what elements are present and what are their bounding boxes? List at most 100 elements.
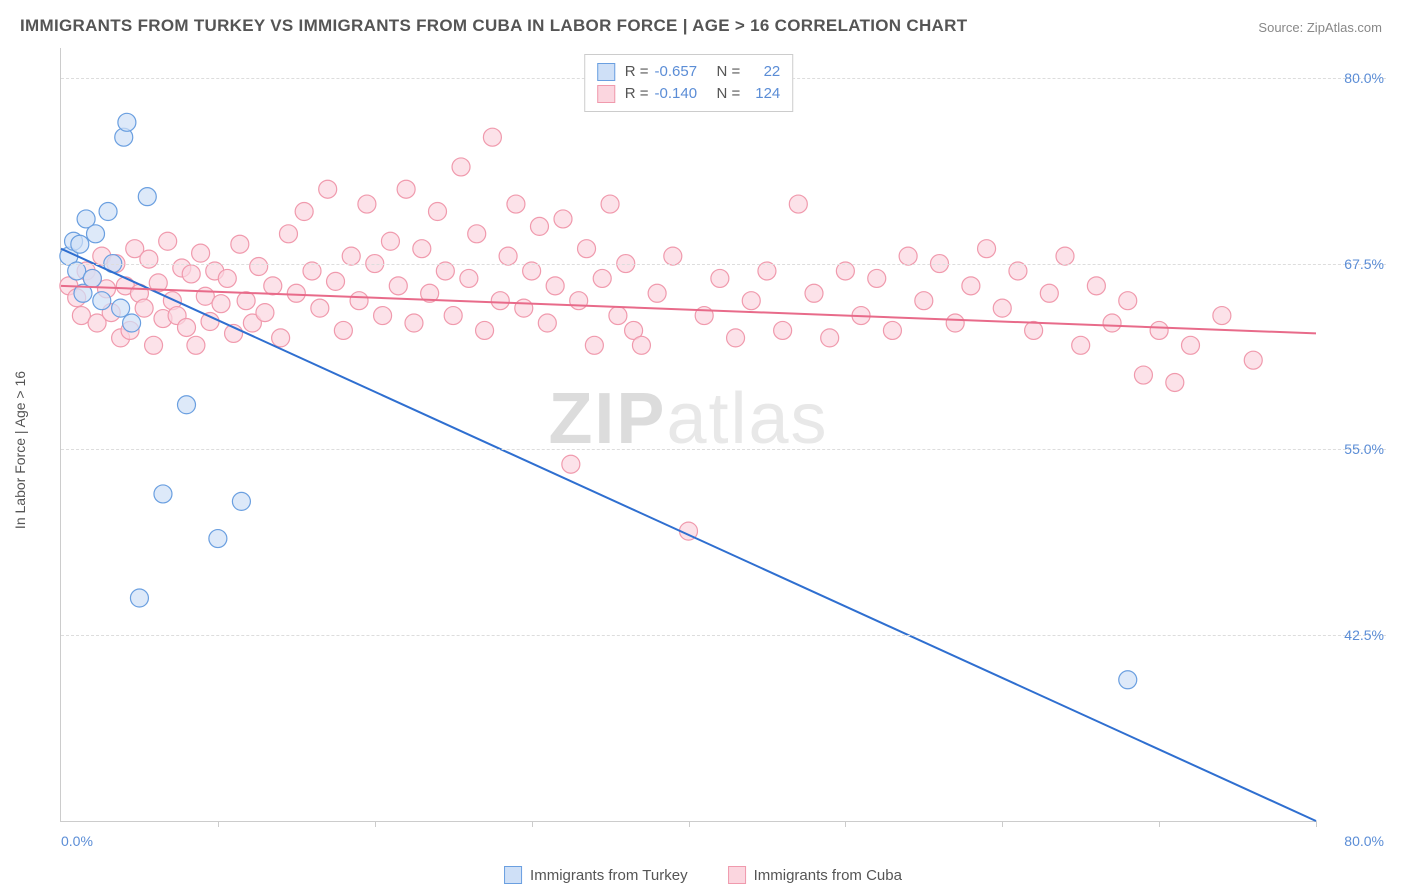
scatter-point bbox=[192, 244, 210, 262]
grid-line bbox=[61, 449, 1386, 450]
legend-swatch-turkey bbox=[504, 866, 522, 884]
legend-label-cuba: Immigrants from Cuba bbox=[754, 867, 902, 884]
regression-line bbox=[61, 249, 1316, 821]
x-axis-start-label: 0.0% bbox=[61, 833, 93, 849]
scatter-point bbox=[460, 269, 478, 287]
scatter-point bbox=[491, 292, 509, 310]
scatter-point bbox=[546, 277, 564, 295]
x-tick bbox=[1002, 821, 1003, 827]
scatter-point bbox=[570, 292, 588, 310]
scatter-point bbox=[135, 299, 153, 317]
scatter-point bbox=[334, 321, 352, 339]
y-tick-label: 55.0% bbox=[1344, 441, 1384, 457]
scatter-point bbox=[758, 262, 776, 280]
scatter-point bbox=[538, 314, 556, 332]
legend-row-turkey: R = -0.657 N = 22 bbox=[597, 61, 781, 83]
scatter-point bbox=[1009, 262, 1027, 280]
scatter-point bbox=[789, 195, 807, 213]
scatter-point bbox=[774, 321, 792, 339]
source-link[interactable]: ZipAtlas.com bbox=[1307, 20, 1382, 35]
y-tick-label: 67.5% bbox=[1344, 256, 1384, 272]
scatter-point bbox=[593, 269, 611, 287]
scatter-point bbox=[413, 240, 431, 258]
series-legend: Immigrants from Turkey Immigrants from C… bbox=[504, 866, 902, 884]
scatter-point bbox=[609, 307, 627, 325]
x-tick bbox=[689, 821, 690, 827]
chart-title: IMMIGRANTS FROM TURKEY VS IMMIGRANTS FRO… bbox=[20, 16, 967, 36]
scatter-point bbox=[1166, 373, 1184, 391]
scatter-point bbox=[182, 265, 200, 283]
scatter-point bbox=[664, 247, 682, 265]
scatter-point bbox=[250, 258, 268, 276]
scatter-point bbox=[978, 240, 996, 258]
scatter-point bbox=[476, 321, 494, 339]
grid-line bbox=[61, 635, 1386, 636]
scatter-point bbox=[1056, 247, 1074, 265]
legend-item-cuba: Immigrants from Cuba bbox=[728, 866, 902, 884]
scatter-point bbox=[429, 203, 447, 221]
source-attribution: Source: ZipAtlas.com bbox=[1258, 20, 1382, 35]
scatter-point bbox=[237, 292, 255, 310]
scatter-point bbox=[1103, 314, 1121, 332]
scatter-point bbox=[178, 396, 196, 414]
scatter-point bbox=[530, 217, 548, 235]
scatter-point bbox=[883, 321, 901, 339]
scatter-point bbox=[742, 292, 760, 310]
legend-swatch-cuba bbox=[597, 85, 615, 103]
scatter-point bbox=[993, 299, 1011, 317]
scatter-point bbox=[554, 210, 572, 228]
x-tick bbox=[375, 821, 376, 827]
scatter-point bbox=[256, 304, 274, 322]
scatter-point bbox=[1119, 292, 1137, 310]
scatter-point bbox=[962, 277, 980, 295]
plot-area: ZIPatlas R = -0.657 N = 22 R = -0.140 N … bbox=[60, 48, 1316, 822]
scatter-point bbox=[1087, 277, 1105, 295]
scatter-point bbox=[140, 250, 158, 268]
scatter-point bbox=[187, 336, 205, 354]
x-tick bbox=[1316, 821, 1317, 827]
chart-container: In Labor Force | Age > 16 ZIPatlas R = -… bbox=[50, 48, 1386, 852]
scatter-point bbox=[212, 295, 230, 313]
x-tick bbox=[218, 821, 219, 827]
scatter-point bbox=[468, 225, 486, 243]
scatter-point bbox=[1134, 366, 1152, 384]
grid-line bbox=[61, 264, 1386, 265]
scatter-point bbox=[327, 272, 345, 290]
scatter-point bbox=[99, 203, 117, 221]
scatter-point bbox=[483, 128, 501, 146]
y-tick-label: 80.0% bbox=[1344, 70, 1384, 86]
scatter-point bbox=[279, 225, 297, 243]
x-tick bbox=[845, 821, 846, 827]
n-label: N = bbox=[717, 61, 741, 83]
scatter-point bbox=[350, 292, 368, 310]
legend-row-cuba: R = -0.140 N = 124 bbox=[597, 83, 781, 105]
x-tick bbox=[532, 821, 533, 827]
scatter-point bbox=[358, 195, 376, 213]
scatter-point bbox=[499, 247, 517, 265]
scatter-point bbox=[1025, 321, 1043, 339]
scatter-point bbox=[444, 307, 462, 325]
scatter-point bbox=[201, 313, 219, 331]
r-label: R = bbox=[625, 83, 649, 105]
scatter-point bbox=[711, 269, 729, 287]
y-tick-label: 42.5% bbox=[1344, 627, 1384, 643]
scatter-svg bbox=[61, 48, 1316, 821]
scatter-point bbox=[218, 269, 236, 287]
scatter-point bbox=[397, 180, 415, 198]
scatter-point bbox=[632, 336, 650, 354]
scatter-point bbox=[915, 292, 933, 310]
scatter-point bbox=[868, 269, 886, 287]
scatter-point bbox=[93, 292, 111, 310]
scatter-point bbox=[405, 314, 423, 332]
legend-label-turkey: Immigrants from Turkey bbox=[530, 867, 688, 884]
scatter-point bbox=[295, 203, 313, 221]
scatter-point bbox=[585, 336, 603, 354]
scatter-point bbox=[821, 329, 839, 347]
scatter-point bbox=[118, 113, 136, 131]
scatter-point bbox=[578, 240, 596, 258]
scatter-point bbox=[452, 158, 470, 176]
scatter-point bbox=[727, 329, 745, 347]
scatter-point bbox=[138, 188, 156, 206]
y-axis-label: In Labor Force | Age > 16 bbox=[12, 371, 28, 529]
n-value-cuba: 124 bbox=[746, 83, 780, 105]
